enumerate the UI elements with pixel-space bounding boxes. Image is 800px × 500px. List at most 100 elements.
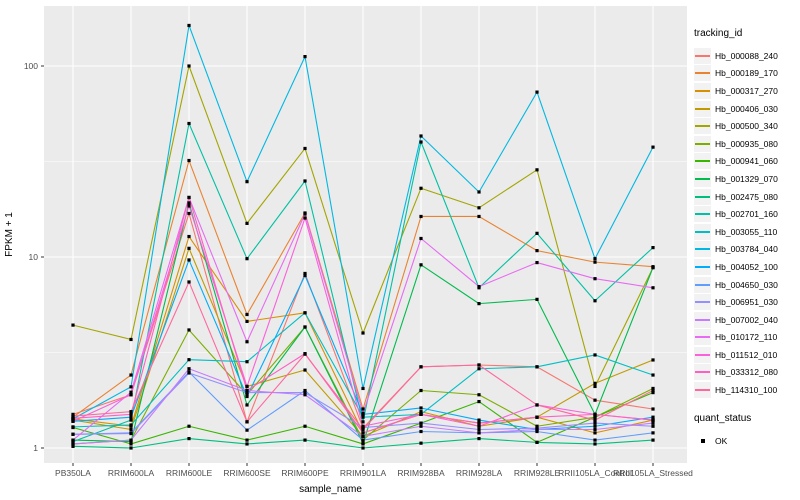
data-point-marker bbox=[129, 415, 133, 419]
data-point-marker bbox=[361, 386, 365, 391]
data-point-marker bbox=[245, 221, 249, 225]
data-point-marker bbox=[129, 373, 133, 377]
data-point-marker bbox=[129, 423, 133, 427]
legend-tracking-items: Hb_000088_240 Hb_000189_170 Hb_000317_270 H… bbox=[694, 47, 798, 399]
legend-item-Hb_004052_100: Hb_004052_100 bbox=[694, 258, 798, 276]
legend-item-Hb_000941_060: Hb_000941_060 bbox=[694, 153, 798, 171]
data-point-marker bbox=[361, 420, 365, 424]
data-point-marker bbox=[419, 424, 423, 428]
data-point-marker bbox=[187, 158, 191, 163]
data-point-marker bbox=[535, 90, 539, 94]
data-point-marker bbox=[245, 312, 249, 317]
data-point-marker bbox=[71, 419, 75, 423]
legend-quant-items: OK bbox=[694, 432, 798, 450]
x-tick-label: RRIM928BA bbox=[397, 468, 445, 478]
data-point-marker bbox=[245, 394, 249, 399]
legend-item-label: Hb_003055_110 bbox=[715, 226, 778, 237]
data-point-marker bbox=[419, 441, 423, 445]
data-point-marker bbox=[419, 236, 423, 241]
data-point-marker bbox=[71, 323, 75, 327]
plot-panel bbox=[44, 6, 687, 463]
x-tick-label: RRIM928LE bbox=[514, 468, 561, 478]
data-point-marker bbox=[303, 273, 307, 278]
legend-item-label: Hb_002701_160 bbox=[715, 209, 778, 220]
data-point-marker bbox=[593, 421, 597, 425]
data-point-marker bbox=[419, 140, 423, 144]
legend-item-Hb_010172_110: Hb_010172_110 bbox=[694, 329, 798, 347]
data-point-marker bbox=[129, 412, 133, 416]
y-tick-label: 1 bbox=[33, 443, 38, 453]
data-point-marker bbox=[129, 442, 133, 446]
data-point-marker bbox=[477, 424, 481, 428]
data-point-marker bbox=[477, 418, 481, 422]
legend-line-swatch bbox=[694, 153, 711, 170]
data-point-marker bbox=[419, 421, 423, 425]
data-point-marker bbox=[477, 393, 481, 397]
data-point-marker bbox=[593, 442, 597, 446]
data-point-marker bbox=[71, 438, 75, 442]
data-point-marker bbox=[419, 134, 423, 138]
data-point-marker bbox=[129, 390, 133, 394]
data-point-marker bbox=[187, 23, 191, 28]
data-point-marker bbox=[535, 297, 539, 301]
legend-item-label: Hb_000317_270 bbox=[715, 85, 778, 96]
legend-item-Hb_000088_240: Hb_000088_240 bbox=[694, 47, 798, 65]
data-point-marker bbox=[361, 407, 365, 411]
legend-line-swatch bbox=[694, 382, 711, 399]
legend-line-swatch bbox=[694, 47, 711, 64]
data-point-marker bbox=[187, 121, 191, 126]
legend-line-swatch bbox=[694, 65, 711, 82]
data-point-marker bbox=[361, 434, 365, 439]
data-point-marker bbox=[71, 444, 75, 448]
data-point-marker bbox=[477, 367, 481, 371]
data-point-marker bbox=[245, 384, 249, 389]
data-point-marker bbox=[651, 418, 655, 422]
data-point-marker bbox=[593, 418, 597, 422]
data-point-marker bbox=[593, 438, 597, 442]
data-point-marker bbox=[593, 398, 597, 402]
data-point-marker bbox=[245, 420, 249, 424]
data-point-marker bbox=[419, 186, 423, 190]
data-point-marker bbox=[245, 340, 249, 344]
legend-line-swatch bbox=[694, 276, 711, 293]
legend-item-Hb_004650_030: Hb_004650_030 bbox=[694, 276, 798, 294]
legend-line-swatch bbox=[694, 329, 711, 346]
legend-panel: tracking_id Hb_000088_240 Hb_000189_170 Hb… bbox=[694, 28, 798, 449]
legend-item-label: Hb_000500_340 bbox=[715, 121, 778, 132]
data-point-marker bbox=[477, 206, 481, 210]
data-point-marker bbox=[303, 311, 307, 315]
legend-item-label: OK bbox=[715, 435, 728, 446]
data-point-marker bbox=[303, 212, 307, 216]
legend-item-label: Hb_002475_080 bbox=[715, 191, 778, 202]
data-point-marker bbox=[245, 257, 249, 261]
legend-item-label: Hb_000406_030 bbox=[715, 103, 778, 114]
x-tick-label: RRII105LA_Control bbox=[558, 468, 632, 478]
data-point-marker bbox=[303, 271, 307, 276]
data-point-marker bbox=[187, 195, 191, 200]
data-point-marker bbox=[593, 260, 597, 264]
legend-item-Hb_000406_030: Hb_000406_030 bbox=[694, 100, 798, 118]
data-point-marker bbox=[593, 277, 597, 281]
data-point-marker bbox=[303, 438, 307, 442]
data-point-marker bbox=[187, 201, 191, 205]
x-tick-label: RRII105LA_Stressed bbox=[613, 468, 693, 478]
x-tick-label: RRIM600SE bbox=[223, 468, 271, 478]
legend-item-label: Hb_004650_030 bbox=[715, 279, 778, 290]
data-point-marker bbox=[535, 415, 539, 419]
data-point-marker bbox=[477, 436, 481, 441]
data-point-marker bbox=[187, 358, 191, 362]
data-point-marker bbox=[187, 211, 191, 216]
legend-line-swatch bbox=[694, 100, 711, 117]
data-point-marker bbox=[361, 431, 365, 435]
legend-title-tracking-id: tracking_id bbox=[694, 28, 743, 39]
data-point-marker bbox=[477, 190, 481, 194]
data-point-marker bbox=[187, 424, 191, 428]
legend-line-swatch bbox=[694, 223, 711, 240]
data-point-marker bbox=[129, 410, 133, 414]
data-point-marker bbox=[535, 424, 539, 428]
data-point-marker bbox=[651, 386, 655, 391]
data-point-marker bbox=[535, 231, 539, 235]
data-point-marker bbox=[245, 393, 249, 397]
data-point-marker bbox=[71, 414, 75, 418]
